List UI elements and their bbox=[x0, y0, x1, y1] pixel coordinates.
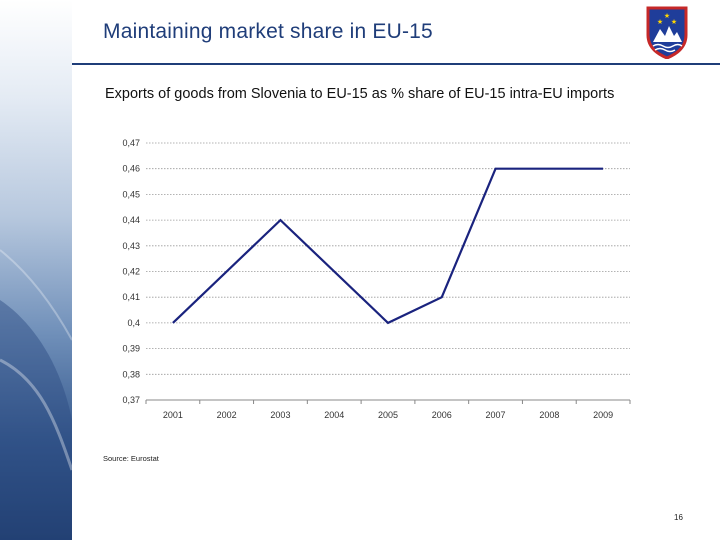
y-tick-label: 0,4 bbox=[127, 318, 140, 328]
sidebar-swirl-graphic bbox=[0, 249, 72, 540]
page-number: 16 bbox=[674, 513, 683, 522]
line-chart: 0,47 0,46 0,45 0,44 0,43 0,42 0,41 0,4 0,39 0,38 0… bbox=[122, 138, 631, 420]
chart-gridlines bbox=[146, 142, 630, 375]
svg-text:★: ★ bbox=[671, 18, 677, 26]
x-tick-label: 2004 bbox=[324, 410, 344, 420]
x-tick-label: 2008 bbox=[539, 410, 559, 420]
y-tick-label: 0,45 bbox=[122, 189, 140, 199]
x-tick-label: 2001 bbox=[163, 410, 183, 420]
y-tick-label: 0,47 bbox=[122, 138, 140, 148]
chart-series bbox=[172, 167, 604, 325]
y-axis: 0,47 0,46 0,45 0,44 0,43 0,42 0,41 0,4 0,39 0,38 0… bbox=[122, 138, 140, 405]
decorative-sidebar bbox=[0, 0, 72, 540]
y-tick-label: 0,37 bbox=[122, 395, 140, 405]
x-tick-label: 2006 bbox=[432, 410, 452, 420]
y-tick-label: 0,38 bbox=[122, 369, 140, 379]
header-rule bbox=[72, 63, 720, 65]
x-tick-label: 2007 bbox=[486, 410, 506, 420]
y-tick-label: 0,41 bbox=[122, 292, 140, 302]
x-tick-label: 2009 bbox=[593, 410, 613, 420]
y-tick-label: 0,43 bbox=[122, 241, 140, 251]
chart-subtitle: Exports of goods from Slovenia to EU-15 … bbox=[105, 86, 615, 102]
y-tick-label: 0,44 bbox=[122, 215, 140, 225]
y-tick-label: 0,39 bbox=[122, 344, 140, 354]
x-axis: 2001 2002 2003 2004 2005 2006 2007 2008 2009 bbox=[145, 399, 631, 420]
x-tick-label: 2002 bbox=[217, 410, 237, 420]
slide-title: Maintaining market share in EU-15 bbox=[103, 20, 433, 43]
y-tick-label: 0,42 bbox=[122, 267, 140, 277]
y-tick-label: 0,46 bbox=[122, 164, 140, 174]
svg-text:★: ★ bbox=[664, 12, 670, 20]
series-line bbox=[172, 167, 604, 325]
x-tick-label: 2003 bbox=[270, 410, 290, 420]
x-tick-label: 2005 bbox=[378, 410, 398, 420]
svg-text:★: ★ bbox=[657, 18, 663, 26]
source-note: Source: Eurostat bbox=[103, 454, 159, 463]
slovenia-coat-of-arms-icon: ★ ★ ★ bbox=[646, 6, 688, 59]
